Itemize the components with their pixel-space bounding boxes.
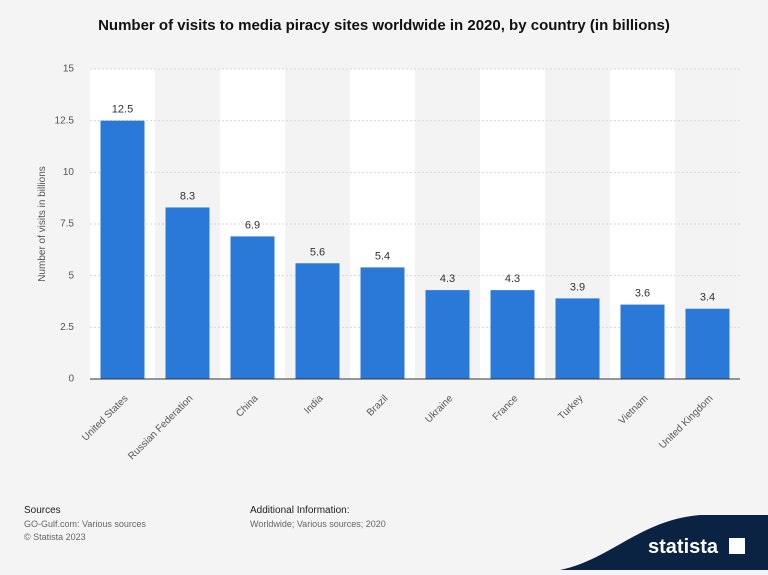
bar (360, 267, 405, 379)
sources: GO-Gulf.com: Various sources (24, 519, 146, 529)
bar (425, 290, 470, 379)
chart-title: Number of visits to media piracy sites w… (98, 17, 670, 34)
bar (555, 298, 600, 379)
logo-wave (560, 515, 768, 570)
info-heading: Additional Information: (250, 505, 350, 516)
logo: statista (648, 536, 719, 558)
bar (685, 308, 730, 379)
y-tick-label: 12.5 (55, 115, 75, 126)
sources-heading: Sources (24, 505, 61, 516)
value-label: 4.3 (440, 273, 455, 285)
value-label: 12.5 (112, 104, 133, 116)
value-label: 3.9 (570, 281, 585, 293)
bar (295, 263, 340, 379)
bar (620, 304, 665, 379)
y-axis-label: Number of visits in billions (37, 166, 48, 282)
bar (230, 236, 275, 379)
bar (165, 207, 210, 379)
copyright: © Statista 2023 (24, 532, 86, 542)
value-label: 5.4 (375, 250, 390, 262)
bar (490, 290, 535, 379)
value-label: 6.9 (245, 219, 260, 231)
info: Worldwide; Various sources; 2020 (250, 519, 386, 529)
value-label: 3.6 (635, 288, 650, 300)
value-label: 4.3 (505, 273, 520, 285)
y-tick-label: 0 (68, 374, 74, 385)
y-tick-label: 15 (63, 64, 75, 75)
y-tick-label: 2.5 (60, 322, 74, 333)
value-label: 5.6 (310, 246, 325, 258)
y-tick-label: 5 (68, 270, 74, 281)
y-tick-label: 7.5 (60, 219, 74, 230)
bar (100, 120, 145, 380)
value-label: 3.4 (700, 292, 715, 304)
value-label: 8.3 (180, 190, 195, 202)
y-tick-label: 10 (63, 167, 75, 178)
logo-icon (729, 538, 745, 554)
